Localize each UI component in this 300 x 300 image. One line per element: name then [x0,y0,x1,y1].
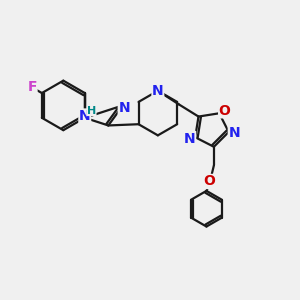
Text: N: N [152,84,164,98]
Text: N: N [79,109,91,123]
Text: N: N [118,101,130,115]
Text: H: H [87,106,96,116]
Text: O: O [203,175,215,188]
Text: N: N [184,131,196,146]
Text: N: N [228,126,240,140]
Text: F: F [28,80,37,94]
Text: O: O [219,104,231,118]
